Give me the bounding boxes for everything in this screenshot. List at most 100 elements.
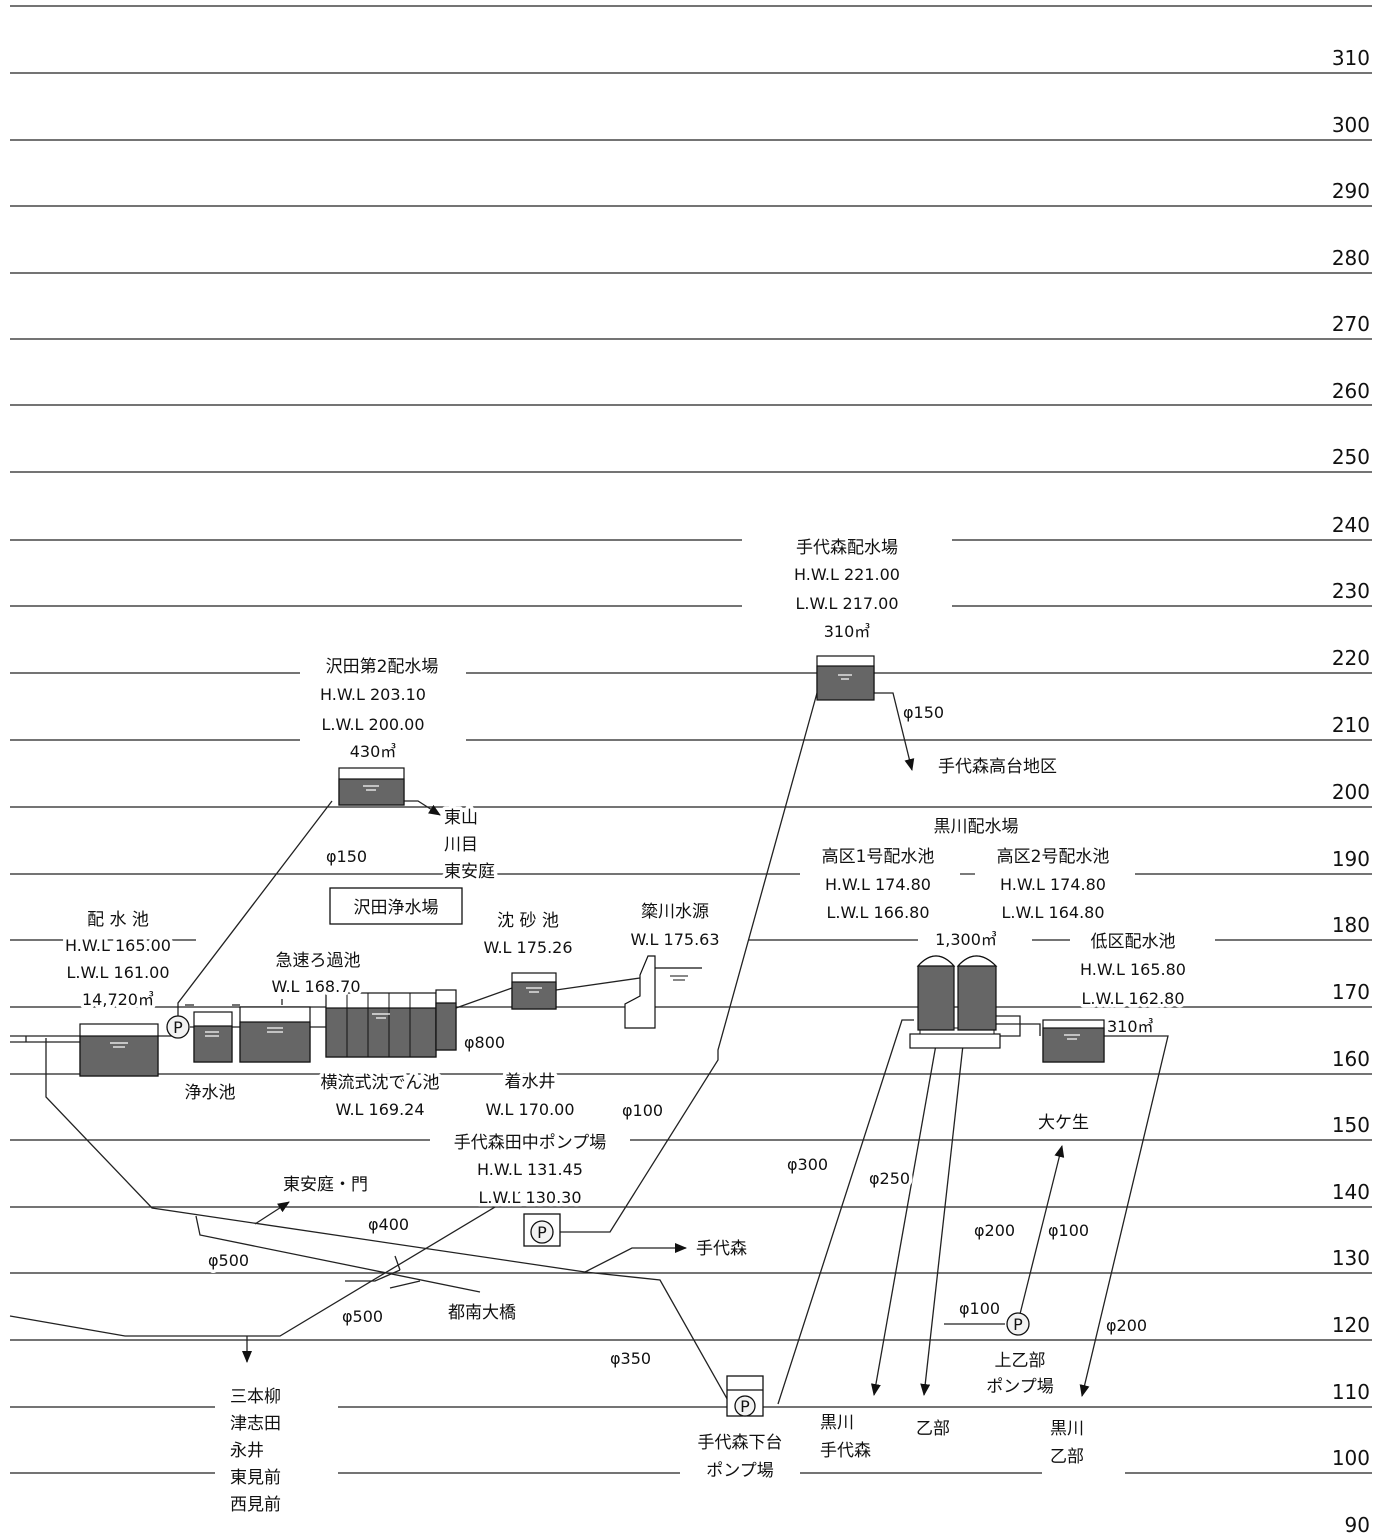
elev-label: 270 — [1332, 312, 1370, 336]
elev-label: 300 — [1332, 113, 1370, 137]
pipe — [555, 977, 641, 991]
pipe-diameter: φ250 — [869, 1169, 910, 1188]
sand-basin-wl: W.L 175.26 — [483, 938, 572, 957]
elev-label: 100 — [1332, 1446, 1370, 1470]
pipe-diameter: φ100 — [959, 1299, 1000, 1318]
pipe-diameter: φ800 — [464, 1033, 505, 1052]
pipe — [9, 1191, 521, 1337]
kamioppe-pump[interactable]: P — [1006, 1312, 1030, 1336]
pipe — [345, 1269, 401, 1282]
pipe-diameter: φ350 — [610, 1349, 651, 1368]
pipe — [560, 692, 818, 1233]
sawada-2nd-name: 沢田第2配水場 — [326, 657, 439, 677]
area-oppe-2: 乙部 — [1050, 1447, 1084, 1467]
pipe-diameter: φ100 — [622, 1101, 663, 1120]
pipe-diameter: φ200 — [974, 1221, 1015, 1240]
kamioppe-pump-name-2: ポンプ場 — [986, 1377, 1054, 1397]
shimodai-pump-name-1: 手代森下台 — [698, 1433, 783, 1453]
elev-label: 280 — [1332, 246, 1370, 270]
area-kurokawa-1: 黒川 — [820, 1413, 854, 1433]
pipe-arrow — [584, 1243, 687, 1273]
kurokawa-high2-name: 高区2号配水池 — [997, 847, 1110, 867]
elev-label: 120 — [1332, 1313, 1370, 1337]
elev-label: 230 — [1332, 579, 1370, 603]
elev-label: 160 — [1332, 1047, 1370, 1071]
plant-name-box — [329, 887, 463, 925]
rapid-filter-wl: W.L 168.70 — [271, 977, 360, 996]
rapid-filter-tank — [239, 1006, 311, 1063]
rapid-filter-name: 急速ろ過池 — [276, 951, 361, 971]
pipe-arrow — [1019, 1145, 1065, 1315]
plant-pump[interactable]: P — [166, 1015, 190, 1039]
pipe-arrow — [1079, 1035, 1169, 1397]
tedaimori-reservoir-name: 手代森配水場 — [796, 538, 898, 558]
kamioppe-pump-name-1: 上乙部 — [995, 1351, 1046, 1371]
kurokawa-low-capacity: 310㎥ — [1107, 1017, 1154, 1036]
tedaimori-reservoir-tank — [816, 655, 875, 701]
pipe-arrow — [870, 1021, 941, 1396]
sand-basin-tank — [511, 972, 557, 1010]
sawada-2nd-capacity: 430㎥ — [350, 742, 397, 761]
area-higashianiwa: 東安庭 — [444, 862, 495, 882]
pump-symbol: P — [173, 1018, 183, 1037]
sand-basin-name: 沈 砂 池 — [497, 911, 559, 931]
distribution-reservoir-hwl: H.W.L 165.00 — [65, 936, 171, 955]
distribution-reservoir-name: 配 水 池 — [87, 910, 149, 930]
kurokawa-station-name: 黒川配水場 — [934, 817, 1019, 837]
sedimentation-basin — [325, 992, 437, 1058]
area-higashianiwa-kado: 東安庭・門 — [283, 1175, 368, 1195]
plant-name: 沢田浄水場 — [354, 898, 439, 918]
shimodai-pump[interactable]: P — [726, 1375, 764, 1417]
receiving-well-wl: W.L 170.00 — [485, 1100, 574, 1119]
kurokawa-high2-hwl: H.W.L 174.80 — [1000, 875, 1106, 894]
elev-label: 150 — [1332, 1113, 1370, 1137]
kurokawa-high-tanks — [909, 955, 1001, 1049]
distribution-reservoir-tank — [79, 1023, 159, 1077]
facility-labels: 手代森配水場 H.W.L 221.00 L.W.L 217.00 310㎥ 沢田… — [62, 535, 1190, 1485]
elevation-gridlines — [10, 5, 1372, 1474]
kurokawa-low-name: 低区配水池 — [1091, 932, 1176, 952]
tedaimori-reservoir-lwl: L.W.L 217.00 — [795, 594, 898, 613]
elev-label: 310 — [1332, 46, 1370, 70]
kurokawa-high1-hwl: H.W.L 174.80 — [825, 875, 931, 894]
service-areas: 手代森高台地区 東山 川目 東安庭 東安庭・門 手代森 都南大橋 三本柳 津志田… — [227, 754, 1093, 1519]
tanaka-pump-name: 手代森田中ポンプ場 — [454, 1133, 607, 1153]
elev-label: 140 — [1332, 1180, 1370, 1204]
pipe-diameter: φ200 — [1106, 1316, 1147, 1335]
pipelines — [9, 692, 1169, 1405]
kurokawa-low-tank — [1042, 1019, 1105, 1063]
pipe-diameter: φ150 — [903, 703, 944, 722]
elev-label: 190 — [1332, 847, 1370, 871]
elev-label: 200 — [1332, 780, 1370, 804]
sedimentation-basin-name: 横流式沈でん池 — [321, 1073, 440, 1093]
kurokawa-low-lwl: L.W.L 162.80 — [1081, 989, 1184, 1008]
area-tedaimori: 手代森 — [696, 1239, 747, 1259]
clear-water-tank — [193, 1011, 233, 1063]
tanaka-pump-hwl: H.W.L 131.45 — [477, 1160, 583, 1179]
pipe-arrow — [254, 1201, 290, 1225]
area-tsushida: 津志田 — [230, 1414, 281, 1434]
sawada-2nd-reservoir-tank — [338, 767, 405, 806]
area-oogayu: 大ケ生 — [1038, 1113, 1089, 1133]
kurokawa-low-hwl: H.W.L 165.80 — [1080, 960, 1186, 979]
pipe — [394, 1255, 401, 1271]
pipe-diameters: φ150 φ150 φ800 φ100 φ400 φ500 φ500 φ350 … — [205, 700, 1151, 1372]
elev-label: 240 — [1332, 513, 1370, 537]
kurokawa-high1-name: 高区1号配水池 — [822, 847, 935, 867]
pipe — [389, 1280, 421, 1289]
distribution-reservoir-lwl: L.W.L 161.00 — [66, 963, 169, 982]
tedaimori-reservoir-capacity: 310㎥ — [824, 622, 871, 641]
receiving-well-name: 着水井 — [505, 1072, 556, 1092]
elev-label: 220 — [1332, 646, 1370, 670]
yanagawa-source-name: 簗川水源 — [641, 902, 709, 922]
tanaka-pump[interactable]: P — [523, 1213, 561, 1247]
pipe — [461, 1044, 472, 1053]
pipe — [45, 1038, 731, 1405]
area-kurokawa-2: 黒川 — [1050, 1419, 1084, 1439]
shimodai-pump-name-2: ポンプ場 — [706, 1461, 774, 1481]
clear-water-tank-name: 浄水池 — [185, 1083, 236, 1103]
pump-symbol: P — [740, 1397, 750, 1416]
pipe-arrow — [920, 1035, 965, 1396]
distribution-reservoir-capacity: 14,720㎥ — [82, 990, 154, 1009]
